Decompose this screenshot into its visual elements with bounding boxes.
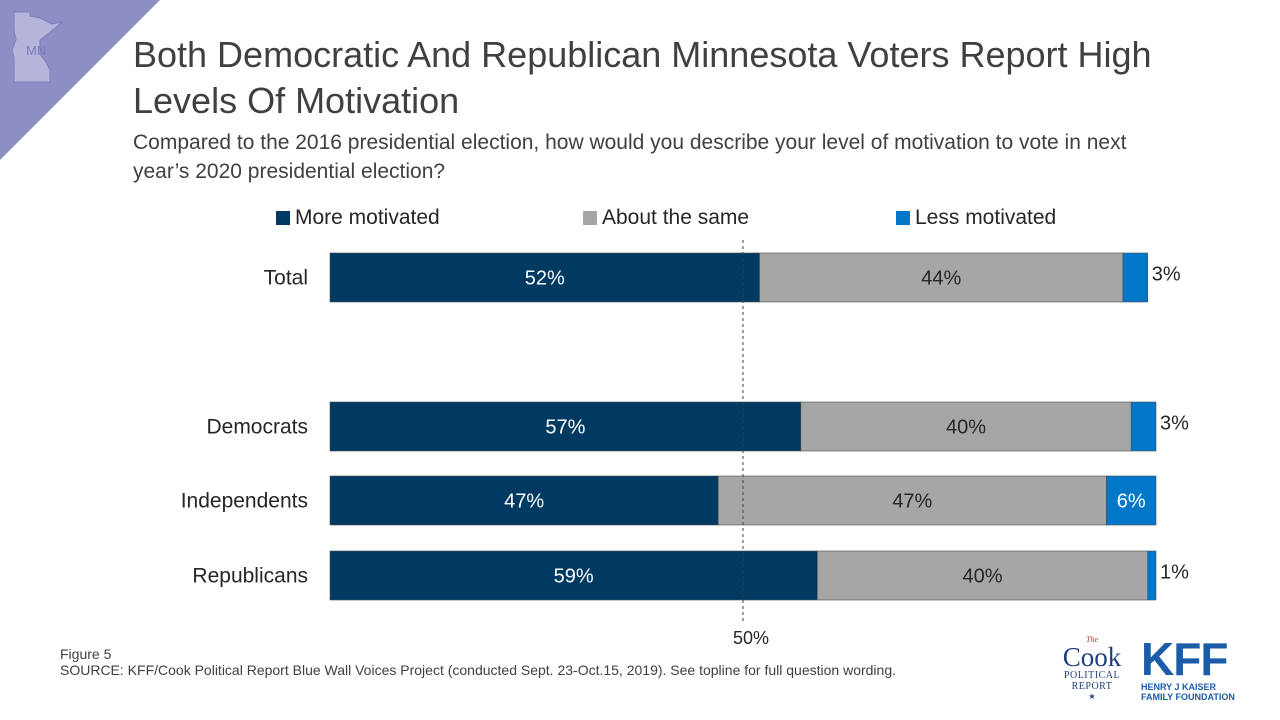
bar-democrats-more-motivated xyxy=(329,401,802,452)
data-label-independents-about-the-same: 47% xyxy=(892,491,932,513)
data-label-independents-more-motivated: 47% xyxy=(504,491,544,513)
kff-logo-name: KFF xyxy=(1141,633,1228,685)
page-subtitle: Compared to the 2016 presidential electi… xyxy=(133,131,1127,183)
cook-logo-name: Cook xyxy=(1062,642,1122,672)
bar-total-about-the-same xyxy=(759,252,1124,303)
figure-number: Figure 5 xyxy=(60,646,112,662)
bar-republicans-more-motivated xyxy=(329,550,818,601)
page-title: Both Democratic And Republican Minnesota… xyxy=(133,34,1152,121)
cook-logo-line2: REPORT xyxy=(1071,681,1113,692)
legend-label-more: More motivated xyxy=(295,206,440,229)
data-label-republicans-about-the-same: 40% xyxy=(963,566,1003,588)
data-label-republicans-more-motivated: 59% xyxy=(554,566,594,588)
data-label-independents-less-motivated: 6% xyxy=(1117,491,1146,513)
kff-logo-line2: FAMILY FOUNDATION xyxy=(1141,692,1235,702)
cook-logo-star-icon: ★ xyxy=(1088,692,1096,701)
reference-line-label: 50% xyxy=(733,628,769,648)
data-label-total-less-motivated: 3% xyxy=(1152,264,1181,286)
data-label-republicans-less-motivated: 1% xyxy=(1160,562,1189,584)
category-label-total: Total xyxy=(264,267,308,290)
data-label-democrats-more-motivated: 57% xyxy=(545,417,585,439)
kff-logo-line1: HENRY J KAISER xyxy=(1141,682,1217,692)
legend-swatch-more xyxy=(276,211,290,225)
legend-label-less: Less motivated xyxy=(915,206,1057,229)
bar-independents-about-the-same xyxy=(717,475,1107,526)
cook-logo-the: The xyxy=(1086,635,1098,644)
bar-republicans-less-motivated xyxy=(1147,550,1157,601)
category-label-democrats: Democrats xyxy=(206,416,308,439)
corner-banner: MN xyxy=(0,0,160,160)
category-label-republicans: Republicans xyxy=(192,565,308,588)
cook-logo-line1: POLITICAL xyxy=(1063,670,1121,681)
legend-item-more: More motivated xyxy=(276,206,440,230)
data-label-total-about-the-same: 44% xyxy=(921,268,961,290)
category-label-independents: Independents xyxy=(181,490,308,513)
bar-independents-more-motivated xyxy=(329,475,719,526)
bar-democrats-about-the-same xyxy=(800,401,1132,452)
state-badge-label: MN xyxy=(26,43,46,58)
source-note: SOURCE: KFF/Cook Political Report Blue W… xyxy=(60,662,896,678)
kff-logo: KFF HENRY J KAISER FAMILY FOUNDATION xyxy=(1141,636,1241,702)
bar-total-more-motivated xyxy=(329,252,760,303)
data-label-total-more-motivated: 52% xyxy=(525,268,565,290)
legend-swatch-same xyxy=(583,211,597,225)
data-label-democrats-less-motivated: 3% xyxy=(1160,413,1189,435)
minnesota-map-icon xyxy=(11,11,64,83)
cook-political-report-logo: The Cook POLITICAL REPORT ★ xyxy=(1054,635,1130,702)
data-label-democrats-about-the-same: 40% xyxy=(946,417,986,439)
bar-total-less-motivated xyxy=(1122,252,1149,303)
bar-republicans-about-the-same xyxy=(817,550,1149,601)
bar-democrats-less-motivated xyxy=(1130,401,1157,452)
legend-item-less: Less motivated xyxy=(896,206,1056,230)
legend-swatch-less xyxy=(896,211,910,225)
legend-label-same: About the same xyxy=(602,206,750,229)
bar-independents-less-motivated xyxy=(1106,475,1157,526)
legend-item-same: About the same xyxy=(583,206,749,230)
